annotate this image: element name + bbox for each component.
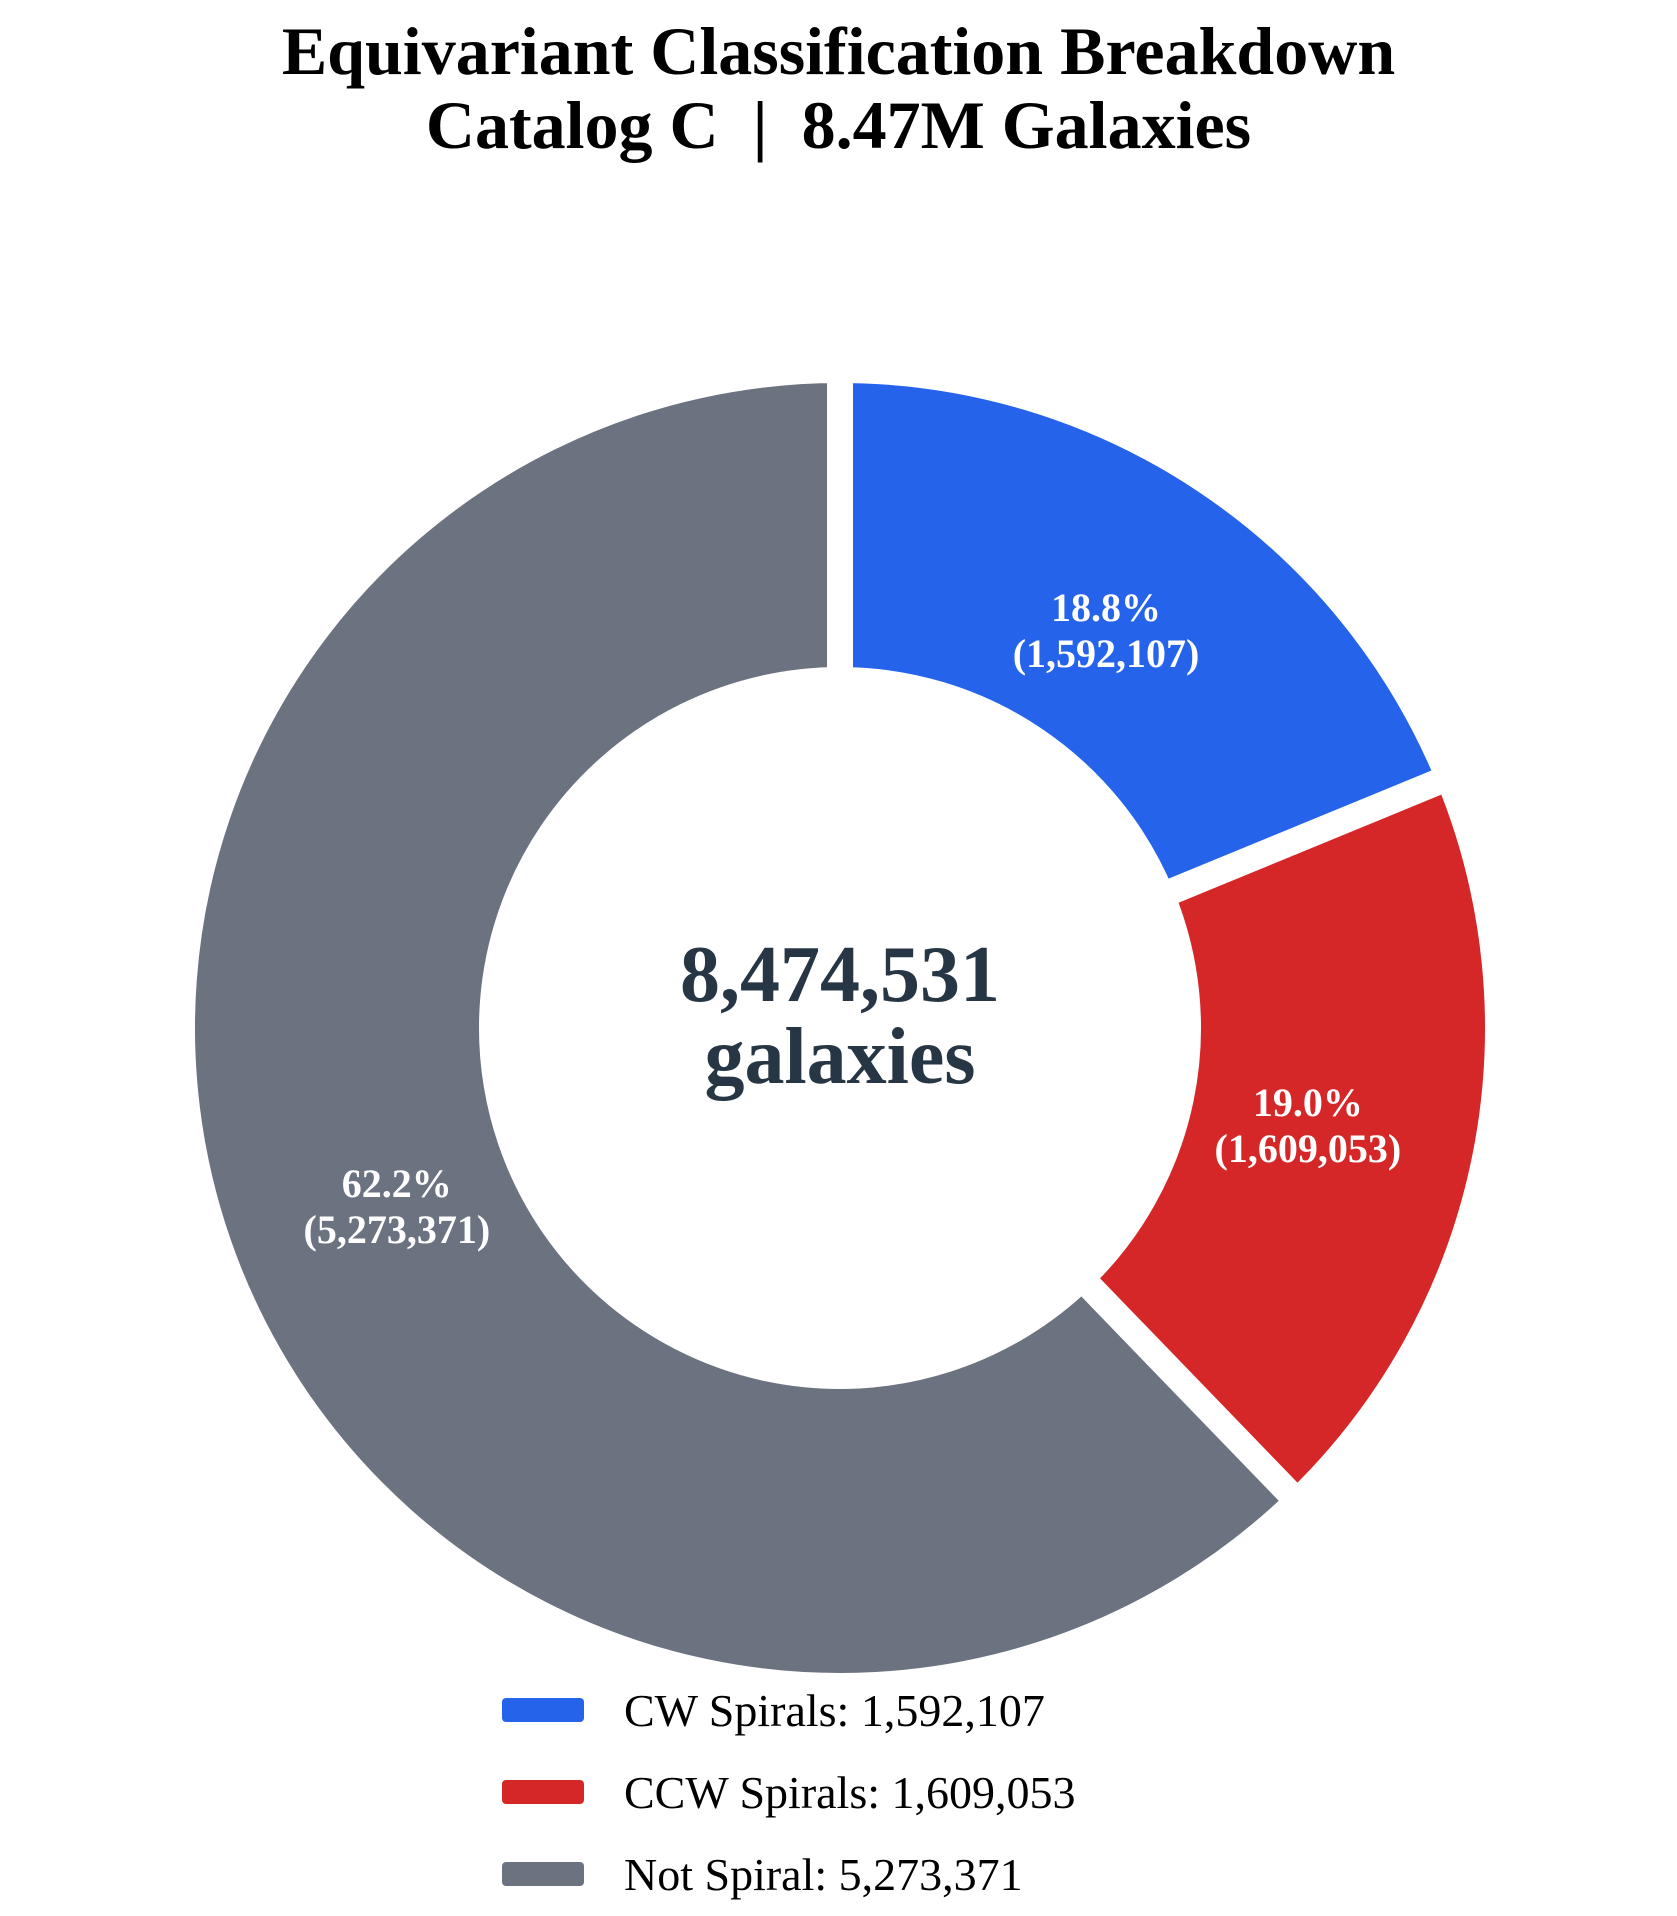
chart-title: Equivariant Classification Breakdown Cat… <box>0 14 1677 162</box>
center-total: 8,474,531 galaxies <box>680 934 1000 1098</box>
total-value: 8,474,531 <box>680 931 1000 1019</box>
total-label: galaxies <box>704 1013 976 1101</box>
count-text: (5,273,371) <box>303 1207 491 1253</box>
legend-label: CCW Spirals: 1,609,053 <box>624 1766 1076 1818</box>
legend-swatch-ccw-spirals <box>502 1780 584 1804</box>
legend-item-not-spiral: Not Spiral: 5,273,371 <box>502 1846 1076 1902</box>
title-line-1: Equivariant Classification Breakdown <box>281 13 1396 89</box>
slice-not-spiral <box>169 356 1316 1699</box>
slice-label-not-spiral: 62.2% (5,273,371) <box>303 1161 490 1253</box>
legend-label: Not Spiral: 5,273,371 <box>624 1848 1023 1900</box>
pct-text: 62.2% <box>341 1161 452 1207</box>
legend-item-cw-spirals: CW Spirals: 1,592,107 <box>502 1682 1076 1738</box>
count-text: (1,609,053) <box>1214 1125 1402 1171</box>
pct-text: 18.8% <box>1051 584 1162 630</box>
slice-label-ccw-spirals: 19.0% (1,609,053) <box>1215 1080 1402 1172</box>
legend: CW Spirals: 1,592,107 CCW Spirals: 1,609… <box>502 1682 1076 1902</box>
legend-swatch-cw-spirals <box>502 1698 584 1722</box>
slice-cw-spirals <box>827 356 1466 913</box>
donut-slices <box>169 356 1511 1699</box>
pct-text: 19.0% <box>1252 1079 1363 1125</box>
count-text: (1,592,107) <box>1012 630 1200 676</box>
legend-label: CW Spirals: 1,592,107 <box>624 1684 1045 1736</box>
slice-label-cw-spirals: 18.8% (1,592,107) <box>1013 585 1200 677</box>
legend-swatch-not-spiral <box>502 1862 584 1886</box>
title-line-2: Catalog C | 8.47M Galaxies <box>425 87 1252 163</box>
legend-item-ccw-spirals: CCW Spirals: 1,609,053 <box>502 1764 1076 1820</box>
slice-ccw-spirals <box>1063 760 1511 1520</box>
